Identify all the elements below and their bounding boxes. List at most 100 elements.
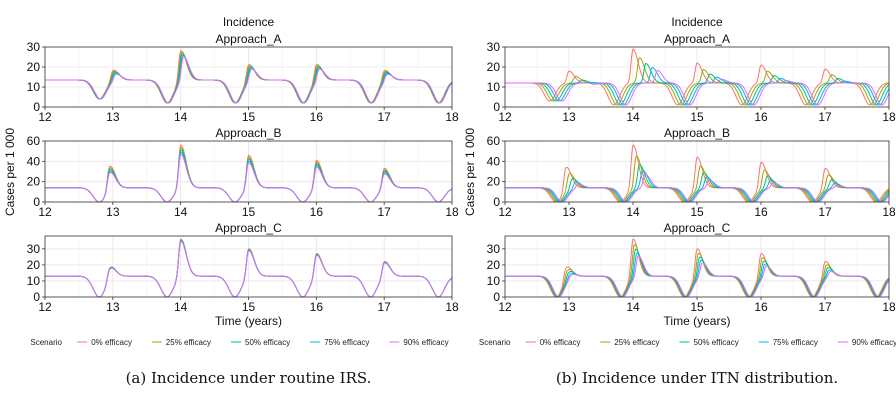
- x-tick-label: 13: [106, 205, 120, 219]
- panel-approach_b: Approach_B 12 13 14 15 16 17 18 0 20 40 60: [27, 126, 459, 219]
- y-tick-label: 20: [27, 258, 41, 272]
- x-tick-label: 17: [377, 300, 391, 314]
- legend-entry: 50% efficacy: [245, 338, 290, 347]
- x-tick-label: 15: [242, 110, 256, 124]
- y-tick-label: 10: [27, 80, 41, 94]
- y-tick-label: 10: [487, 274, 501, 288]
- legend: Scenario 0% efficacy 25% efficacy 50% effic…: [479, 338, 896, 347]
- series-line: [505, 238, 890, 298]
- series-line: [505, 57, 890, 106]
- legend-entry: 90% efficacy: [852, 338, 896, 347]
- series-line: [505, 244, 890, 298]
- x-tick-label: 16: [754, 300, 768, 314]
- y-tick-label: 20: [27, 60, 41, 74]
- series-line: [505, 169, 890, 203]
- series-line: [505, 164, 890, 203]
- y-axis-label: Cases per 1 000: [463, 128, 477, 216]
- x-tick-label: 12: [498, 300, 512, 314]
- figure-caption: (b) Incidence under ITN distribution.: [556, 369, 838, 387]
- panel-title: Approach_B: [664, 126, 730, 140]
- y-tick-label: 30: [487, 242, 501, 256]
- series-line: [45, 51, 453, 104]
- x-tick-label: 12: [38, 205, 52, 219]
- series-line: [505, 67, 890, 106]
- x-tick-label: 16: [754, 205, 768, 219]
- x-tick-label: 18: [882, 300, 896, 314]
- series-line: [45, 50, 453, 104]
- series-line: [45, 53, 453, 104]
- x-tick-label: 17: [818, 300, 832, 314]
- y-tick-label: 40: [27, 154, 41, 168]
- x-tick-label: 18: [882, 205, 896, 219]
- series-line: [505, 69, 890, 106]
- y-tick-label: 0: [493, 195, 500, 209]
- x-tick-label: 17: [818, 205, 832, 219]
- y-tick-label: 10: [27, 274, 41, 288]
- series-line: [45, 241, 453, 298]
- x-tick-label: 16: [310, 300, 324, 314]
- y-tick-label: 0: [493, 100, 500, 114]
- legend-entry: 50% efficacy: [694, 338, 739, 347]
- x-tick-label: 18: [882, 110, 896, 124]
- figure-title: Incidence: [223, 15, 275, 29]
- series-line: [505, 144, 890, 203]
- y-tick-label: 30: [27, 242, 41, 256]
- legend-entry: 25% efficacy: [166, 338, 211, 347]
- series-line: [45, 154, 453, 203]
- panel-title: Approach_C: [215, 221, 282, 235]
- y-tick-label: 20: [27, 175, 41, 189]
- x-tick-label: 14: [174, 300, 188, 314]
- x-tick-label: 13: [106, 110, 120, 124]
- x-tick-label: 17: [818, 110, 832, 124]
- legend-entry: 75% efficacy: [324, 338, 369, 347]
- legend-entry: 0% efficacy: [540, 338, 581, 347]
- panel-title: Approach_A: [215, 32, 281, 46]
- x-tick-label: 12: [498, 110, 512, 124]
- y-tick-label: 0: [33, 195, 40, 209]
- y-tick-label: 0: [493, 290, 500, 304]
- legend-entry: 90% efficacy: [403, 338, 448, 347]
- figure-caption: (a) Incidence under routine IRS.: [126, 369, 372, 387]
- x-tick-label: 13: [106, 300, 120, 314]
- series-line: [505, 248, 890, 298]
- y-tick-label: 40: [487, 154, 501, 168]
- panel-title: Approach_C: [664, 221, 731, 235]
- y-tick-label: 20: [487, 175, 501, 189]
- legend-entry: 75% efficacy: [773, 338, 818, 347]
- series-line: [45, 149, 453, 203]
- x-tick-label: 16: [754, 110, 768, 124]
- x-tick-label: 18: [445, 110, 459, 124]
- x-tick-label: 13: [562, 300, 576, 314]
- y-tick-label: 10: [487, 80, 501, 94]
- x-tick-label: 14: [174, 110, 188, 124]
- figure-title: Incidence: [671, 15, 723, 29]
- figure-a: Incidence Cases per 1 000 Time (years) Appr…: [3, 15, 459, 387]
- x-tick-label: 15: [690, 205, 704, 219]
- series-line: [505, 255, 890, 298]
- panel-approach_b: Approach_B 12 13 14 15 16 17 18 0 20 40 60: [487, 126, 896, 219]
- series-line: [505, 62, 890, 106]
- series-line: [45, 56, 453, 104]
- x-tick-label: 14: [174, 205, 188, 219]
- y-axis-label: Cases per 1 000: [3, 128, 17, 216]
- x-tick-label: 15: [690, 300, 704, 314]
- x-tick-label: 18: [445, 205, 459, 219]
- x-tick-label: 15: [242, 300, 256, 314]
- panel-approach_a: Approach_A 12 13 14 15 16 17 18 0 10 20 30: [487, 32, 896, 124]
- series-line: [45, 144, 453, 203]
- x-tick-label: 17: [377, 205, 391, 219]
- legend-title: Scenario: [30, 338, 62, 347]
- x-tick-label: 14: [626, 110, 640, 124]
- x-axis-label: Time (years): [664, 314, 731, 328]
- series-line: [505, 173, 890, 203]
- x-tick-label: 12: [498, 205, 512, 219]
- series-line: [505, 48, 889, 106]
- x-tick-label: 14: [626, 205, 640, 219]
- legend-entry: 0% efficacy: [91, 338, 132, 347]
- panel-title: Approach_B: [215, 126, 281, 140]
- legend: Scenario 0% efficacy 25% efficacy 50% effic…: [30, 338, 448, 347]
- panel-approach_c: Approach_C 12 13 14 15 16 17 18 0 10 20 30: [487, 221, 896, 314]
- x-axis-label: Time (years): [215, 314, 282, 328]
- x-tick-label: 12: [38, 110, 52, 124]
